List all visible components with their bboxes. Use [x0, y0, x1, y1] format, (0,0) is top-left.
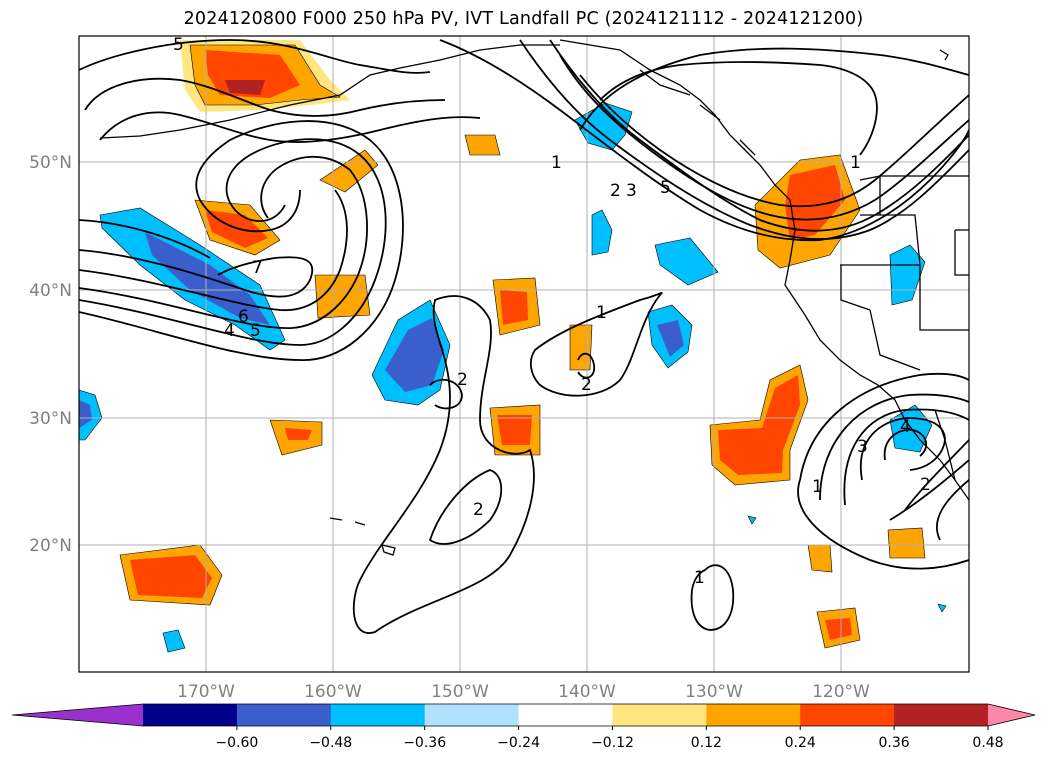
colorbar-extend-right — [988, 704, 1035, 726]
negative-anomaly — [657, 320, 684, 357]
contour-label: 2 — [920, 475, 931, 495]
contour-label: 4 — [900, 417, 911, 437]
contour-label: 3 — [857, 437, 868, 457]
positive-anomaly — [825, 618, 852, 640]
positive-anomaly — [807, 544, 833, 573]
lon-label: 130°W — [685, 682, 743, 702]
map-title: 2024120800 F000 250 hPa PV, IVT Landfall… — [183, 9, 864, 29]
positive-anomaly — [497, 415, 532, 445]
colorbar-extend-left — [12, 704, 143, 726]
contour-label: 1 — [596, 303, 607, 323]
lat-label: 40°N — [29, 281, 72, 301]
contour-label: 2 — [457, 370, 468, 390]
colorbar: −0.60 −0.48 −0.36 −0.24 −0.12 0.12 0.24 0.36 0.4… — [11, 703, 1036, 751]
negative-anomaly — [937, 603, 947, 613]
contour-label: 7 — [252, 258, 263, 278]
positive-anomaly — [285, 428, 312, 440]
colorbar-bin — [894, 704, 989, 726]
contour-label: 1 — [850, 153, 861, 173]
lon-label: 150°W — [431, 682, 489, 702]
colorbar-tick-label: −0.12 — [591, 735, 634, 751]
contour-label: 2 — [581, 375, 592, 395]
contour-label: 1 — [812, 477, 823, 497]
shaded-anomalies — [79, 40, 947, 653]
colorbar-bin — [143, 704, 238, 726]
positive-anomaly — [887, 527, 926, 559]
contour-label: 4 — [224, 321, 235, 341]
latitude-labels: 50°N 40°N 30°N 20°N — [29, 153, 72, 556]
negative-anomaly — [385, 318, 444, 392]
positive-anomaly — [464, 134, 501, 156]
colorbar-tick-label: 0.12 — [691, 735, 722, 751]
lat-label: 30°N — [29, 409, 72, 429]
positive-anomaly — [569, 324, 593, 371]
pv-contours — [79, 39, 969, 634]
positive-anomaly — [225, 80, 265, 95]
colorbar-tick-label: −0.24 — [497, 735, 540, 751]
contour-labels: 5 7 6 4 5 1 2 3 5 1 2 2 1 2 3 4 2 1 1 — [173, 35, 931, 588]
contour-label: 5 — [660, 178, 671, 198]
colorbar-tick-label: −0.60 — [215, 735, 258, 751]
colorbar-tick-label: 0.48 — [972, 735, 1003, 751]
colorbar-tick-label: −0.48 — [309, 735, 352, 751]
negative-anomaly — [591, 209, 613, 256]
colorbar-bin — [800, 704, 895, 726]
contour-label: 3 — [626, 181, 637, 201]
contour-label: 1 — [694, 568, 705, 588]
colorbar-bin — [330, 704, 426, 726]
negative-anomaly — [654, 237, 719, 286]
colorbar-bin — [424, 704, 520, 726]
negative-anomaly — [162, 629, 186, 653]
positive-anomaly — [500, 290, 528, 325]
lon-label: 120°W — [812, 682, 870, 702]
lat-label: 50°N — [29, 153, 72, 173]
lon-label: 160°W — [304, 682, 362, 702]
colorbar-bin — [518, 704, 613, 726]
graticule — [79, 36, 969, 672]
contour-label: 5 — [173, 35, 184, 55]
colorbar-tick-label: 0.36 — [879, 735, 910, 751]
contour-label: 2 — [473, 500, 484, 520]
contour-label: 1 — [551, 153, 562, 173]
colorbar-bin — [706, 704, 801, 726]
positive-anomaly — [718, 375, 800, 475]
lat-label: 20°N — [29, 536, 72, 556]
map-plot-area: 5 7 6 4 5 1 2 3 5 1 2 2 1 2 3 4 2 1 1 — [79, 35, 969, 672]
colorbar-bin — [236, 704, 332, 726]
contour-label: 5 — [250, 321, 261, 341]
map-frame — [78, 35, 970, 673]
negative-anomaly — [747, 515, 757, 525]
longitude-labels: 170°W 160°W 150°W 140°W 130°W 120°W — [177, 682, 870, 702]
colorbar-bin — [612, 704, 707, 726]
positive-anomaly — [319, 149, 379, 193]
positive-anomaly — [314, 274, 371, 319]
colorbar-tick-label: 0.24 — [785, 735, 816, 751]
contour-label: 6 — [238, 307, 249, 327]
colorbar-tick-label: −0.36 — [403, 735, 446, 751]
negative-anomaly — [79, 400, 92, 428]
contour-label: 2 — [610, 181, 621, 201]
lon-label: 140°W — [558, 682, 616, 702]
positive-anomaly — [785, 165, 845, 240]
lon-label: 170°W — [177, 682, 235, 702]
colorbar-outline — [11, 703, 1036, 727]
positive-anomaly — [130, 555, 212, 598]
